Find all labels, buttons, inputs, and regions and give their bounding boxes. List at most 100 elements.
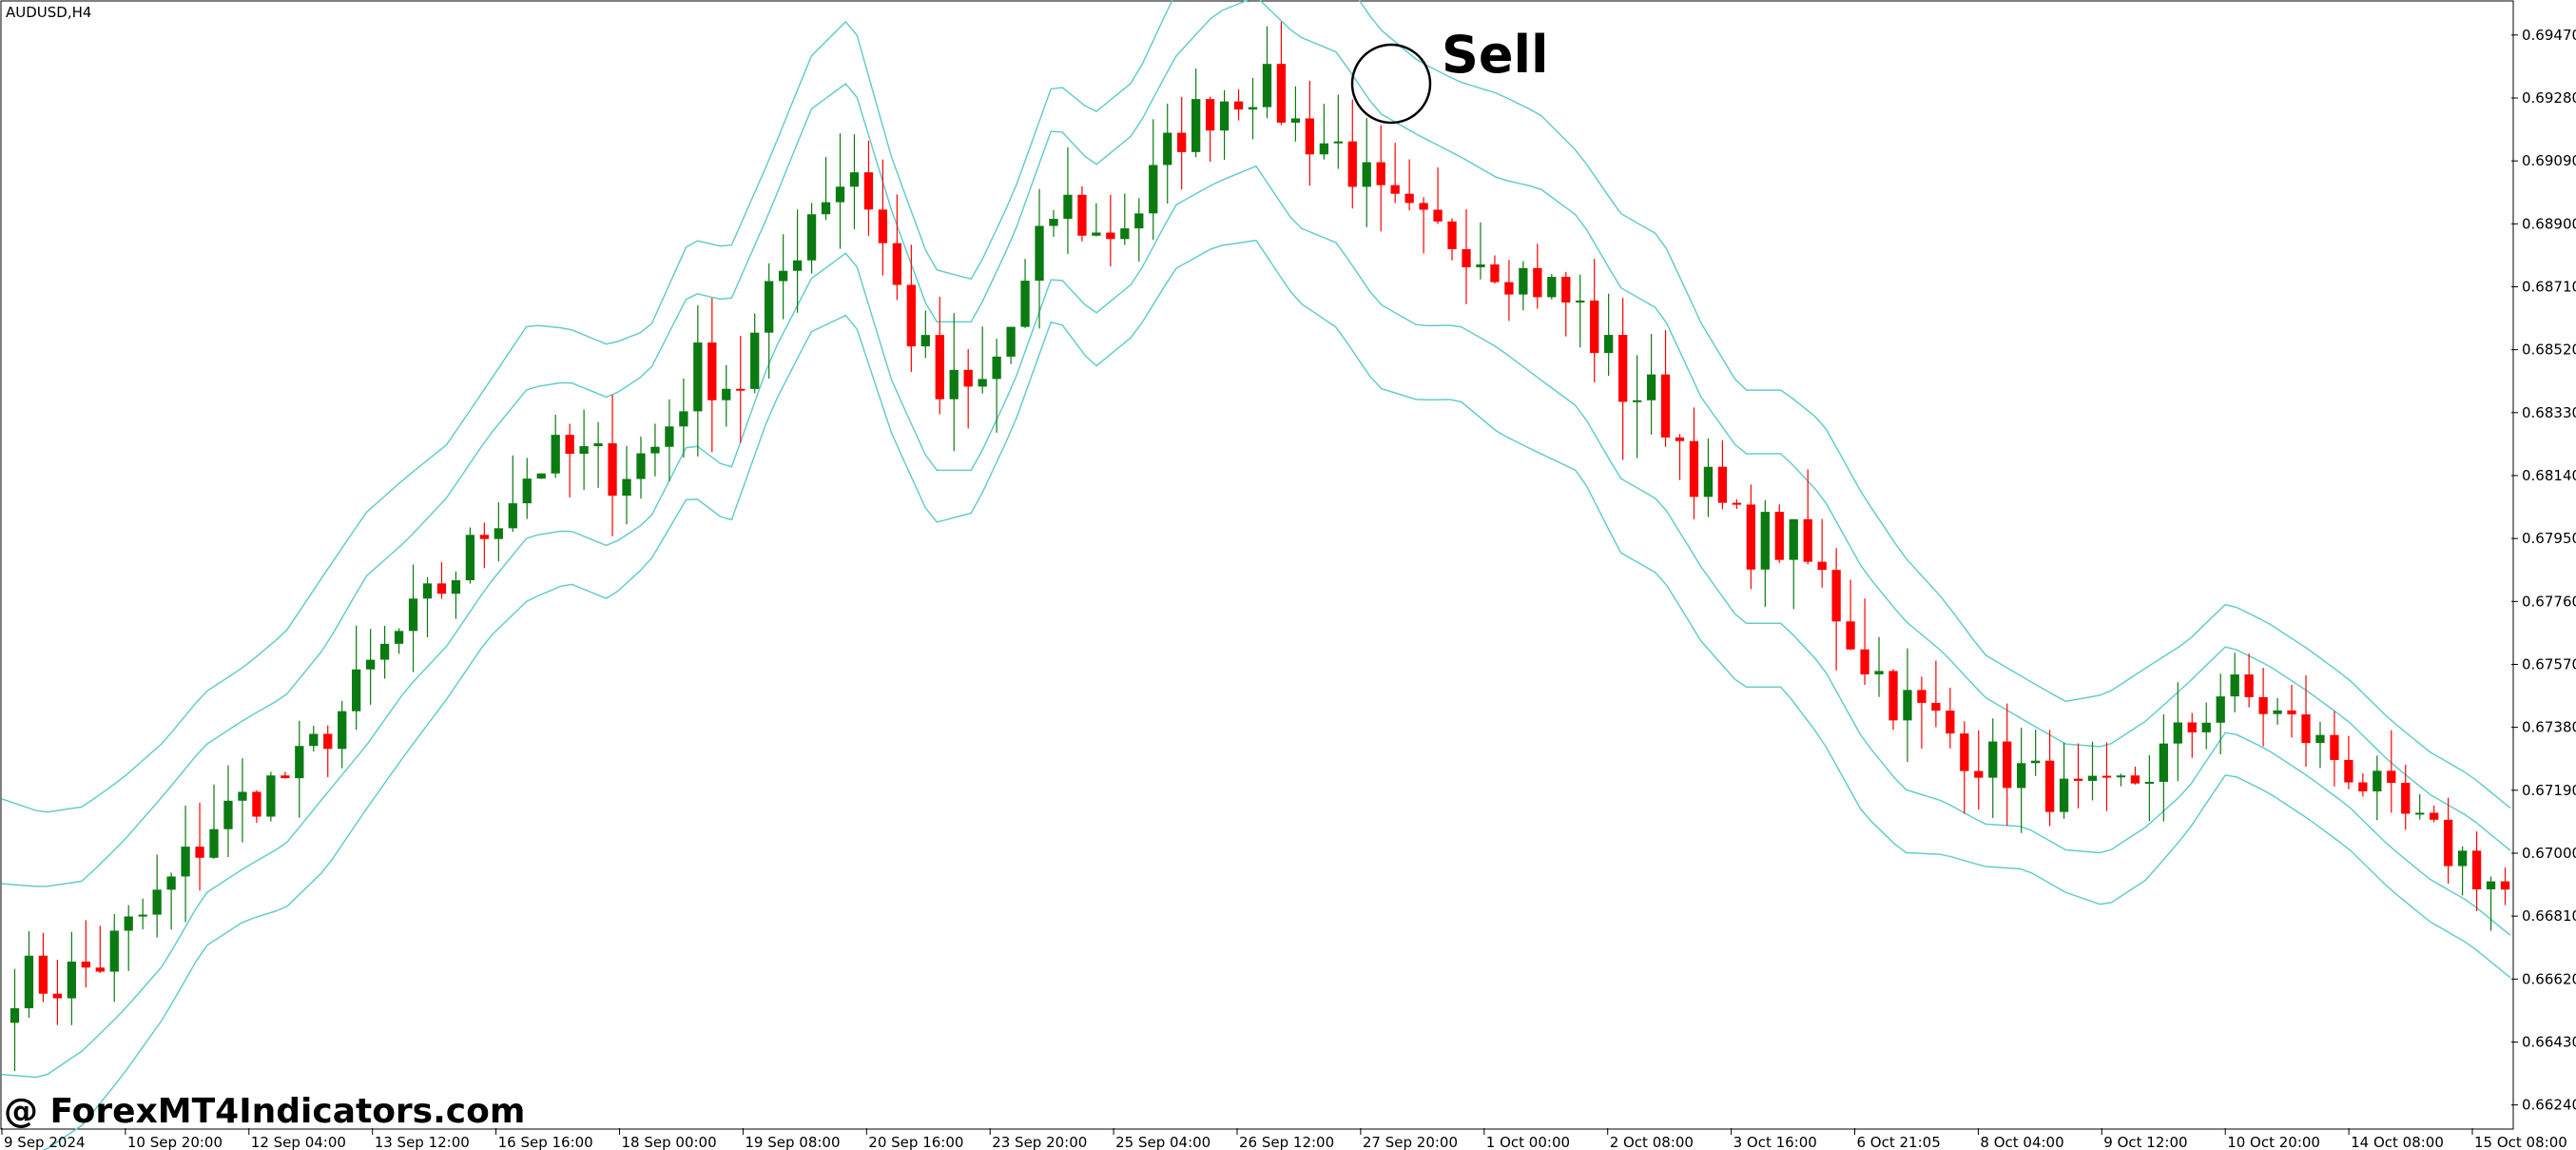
price-tick-label: 0.67380: [2522, 719, 2576, 736]
candle-body: [1960, 733, 1969, 771]
candle-body: [1561, 277, 1571, 303]
sell-marker-circle: [1350, 43, 1432, 125]
candle-body: [1632, 400, 1642, 402]
candle-body: [1519, 267, 1528, 295]
watermark: @ ForexMT4Indicators.com: [4, 1092, 525, 1131]
candle-body: [1576, 300, 1585, 303]
candle-body: [2258, 696, 2268, 714]
candle-body: [522, 478, 532, 504]
time-tick-label: 10 Oct 20:00: [2227, 1134, 2320, 1150]
candle-body: [1646, 374, 1656, 400]
candle-body: [2273, 710, 2282, 714]
candle-body: [665, 426, 674, 447]
candle-body: [779, 270, 788, 282]
price-axis: 0.69470 0.69280 0.69090 0.68900 0.68710 0.685…: [2511, 27, 2576, 1114]
plot-area: [0, 0, 2514, 1130]
candle-body: [2301, 714, 2311, 744]
candle-body: [2430, 812, 2439, 820]
candle-body: [2187, 722, 2197, 732]
time-tick-label: 8 Oct 04:00: [1980, 1134, 2063, 1150]
candle-body: [1333, 141, 1343, 144]
candle-body: [1860, 649, 1869, 674]
candle-body: [379, 643, 390, 660]
time-tick-label: 6 Oct 21:05: [1857, 1134, 1941, 1150]
candle-body: [1376, 162, 1385, 185]
candle-body: [1347, 141, 1357, 187]
candle-body: [920, 335, 930, 347]
sell-annotation: Sell: [1442, 25, 1549, 85]
candle-body: [2415, 812, 2425, 815]
price-tick-label: 0.69280: [2522, 89, 2576, 107]
candle-body: [1946, 711, 1955, 734]
candle-body: [436, 583, 447, 594]
price-tick-label: 0.68710: [2522, 278, 2576, 295]
candle-body: [252, 791, 261, 817]
candle-body: [2486, 881, 2496, 889]
candle-body: [1617, 335, 1628, 402]
candle-body: [2130, 775, 2140, 784]
time-tick-label: 1 Oct 00:00: [1486, 1134, 1570, 1150]
candle-body: [138, 914, 147, 917]
candle-body: [2315, 734, 2325, 744]
candle-body: [722, 388, 731, 400]
candle-body: [608, 443, 617, 497]
candle-body: [750, 332, 760, 389]
candle-body: [195, 847, 204, 858]
candle-body: [1490, 264, 1500, 283]
candle-body: [1803, 518, 1812, 562]
candle-body: [1219, 101, 1230, 131]
candle-body: [1817, 561, 1827, 571]
time-tick-label: 10 Sep 20:00: [127, 1134, 223, 1150]
candle-body: [1732, 502, 1741, 505]
candle-body: [2201, 722, 2211, 732]
candle-body: [1205, 99, 1215, 131]
candle-body: [281, 775, 290, 779]
candle-body: [1533, 267, 1542, 298]
price-tick-label: 0.66430: [2522, 1033, 2576, 1050]
candle-body: [2017, 763, 2026, 789]
time-tick-label: 12 Sep 04:00: [251, 1134, 346, 1150]
candle-body: [223, 800, 233, 829]
time-tick-label: 9 Sep 2024: [4, 1134, 86, 1150]
candle-body: [736, 388, 746, 391]
candle-body: [2230, 674, 2239, 697]
candle-body: [1276, 64, 1287, 123]
candle-body: [1903, 690, 1912, 721]
candle-body: [1020, 281, 1030, 327]
candle-body: [679, 411, 688, 427]
candle-body: [1974, 770, 1984, 778]
price-tick-label: 0.68900: [2522, 215, 2576, 232]
candle-body: [352, 669, 361, 711]
envelope-band-line: [42, 239, 2511, 1150]
candle-body: [1590, 300, 1599, 354]
candle-body: [906, 284, 916, 347]
candle-body: [835, 186, 845, 203]
candle-body: [295, 746, 304, 779]
candle-body: [408, 598, 418, 632]
time-tick-label: 25 Sep 04:00: [1115, 1134, 1211, 1150]
candle-body: [1191, 99, 1201, 152]
candle-body: [181, 847, 190, 877]
candle-body: [52, 993, 63, 999]
candle-body: [1419, 203, 1428, 210]
candle-body: [2087, 775, 2098, 781]
candle-body: [124, 916, 133, 931]
candle-body: [422, 583, 433, 599]
candle-body: [2244, 674, 2254, 697]
candle-body: [24, 955, 34, 1008]
candle-body: [166, 876, 176, 890]
candle-body: [1233, 101, 1244, 110]
candle-body: [849, 172, 860, 187]
candle-body: [978, 379, 987, 387]
time-tick-label: 9 Oct 12:00: [2103, 1134, 2187, 1150]
candle-body: [1305, 118, 1315, 155]
candle-body: [1689, 440, 1699, 497]
time-tick-label: 3 Oct 16:00: [1733, 1134, 1817, 1150]
candle-body: [1106, 232, 1115, 240]
time-tick-label: 23 Sep 20:00: [992, 1134, 1087, 1150]
candle-body: [1931, 702, 1941, 711]
candle-body: [1504, 282, 1514, 295]
candle-body: [992, 356, 1001, 380]
price-tick-label: 0.67190: [2522, 782, 2576, 799]
